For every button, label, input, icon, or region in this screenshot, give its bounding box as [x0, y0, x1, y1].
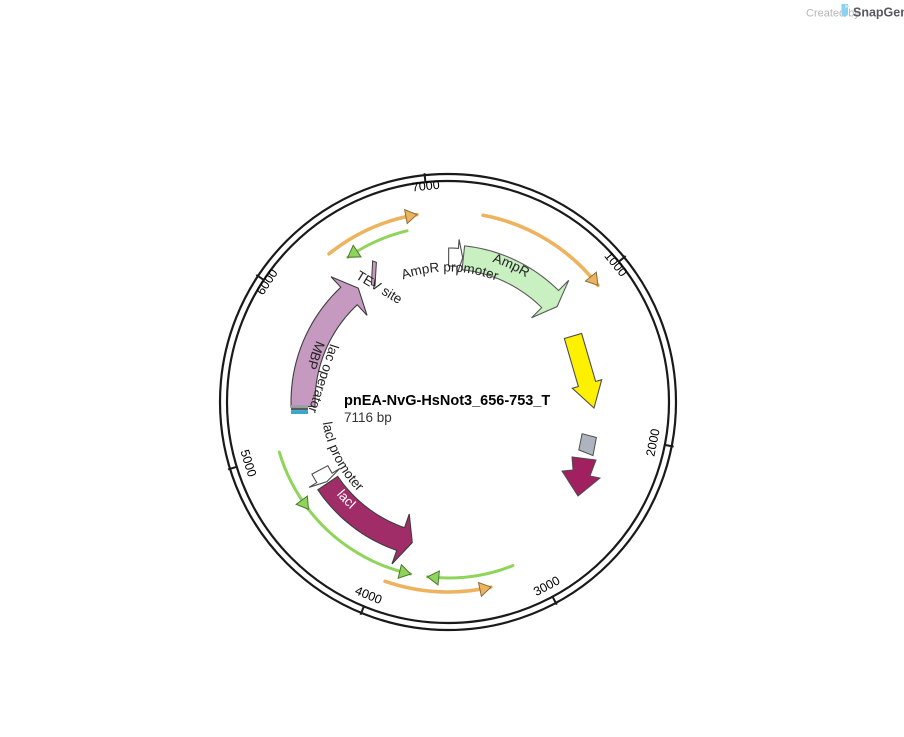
- svg-text:7116 bp: 7116 bp: [344, 410, 392, 425]
- svg-text:SnapGene: SnapGene: [853, 6, 904, 20]
- svg-text:pnEA-NvG-HsNot3_656-753_T: pnEA-NvG-HsNot3_656-753_T: [344, 393, 550, 409]
- svg-text:7000: 7000: [411, 178, 440, 195]
